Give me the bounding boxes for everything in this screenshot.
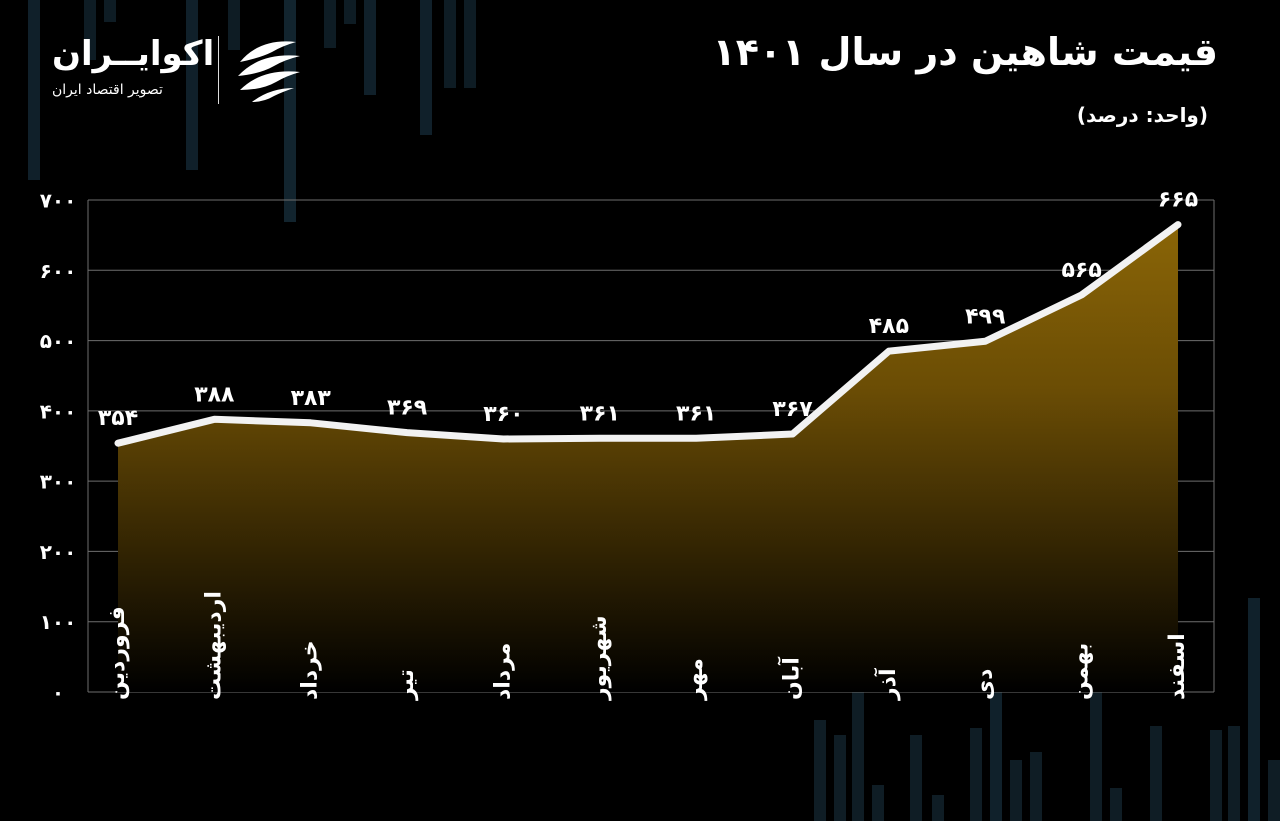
y-tick-label: ۴۰۰ [40, 399, 77, 423]
y-tick-label: ۰ [52, 681, 64, 705]
y-tick-label: ۵۰۰ [40, 329, 77, 353]
logo-divider [218, 36, 219, 104]
background-bar [1268, 760, 1280, 821]
chart-title: قیمت شاهین در سال ۱۴۰۱ [712, 30, 1218, 74]
x-tick-label: مهر [683, 658, 708, 701]
background-bar [872, 785, 884, 821]
background-bar [1090, 686, 1102, 821]
background-bar [932, 795, 944, 821]
y-tick-label: ۷۰۰ [40, 189, 77, 213]
data-label: ۳۶۰ [483, 402, 523, 427]
background-bar [1150, 726, 1162, 821]
background-bar [104, 0, 116, 22]
x-tick-label: اردیبهشت [201, 591, 226, 700]
background-bar [852, 686, 864, 821]
background-bar [910, 735, 922, 821]
background-bar [186, 0, 198, 170]
x-tick-label: فروردین [105, 606, 130, 700]
data-label: ۳۶۱ [580, 401, 620, 426]
background-bar [364, 0, 376, 95]
data-label: ۳۶۷ [772, 397, 813, 422]
data-label: ۶۶۵ [1158, 188, 1198, 213]
brand-name: اکوایــران [52, 34, 215, 74]
background-bar [344, 0, 356, 24]
x-axis-ticks: فروردین اردیبهشت خرداد تیر مرداد شهریور مهر آبا… [105, 591, 1190, 701]
background-bar [228, 0, 240, 50]
brand-tagline: تصویر اقتصاد ایران [52, 82, 163, 98]
background-bar [1030, 752, 1042, 821]
data-label: ۳۶۱ [676, 401, 716, 426]
y-tick-label: ۳۰۰ [40, 470, 77, 494]
x-tick-label: آذر [873, 668, 901, 701]
ekoiran-wave-icon [238, 41, 300, 102]
background-bar [1210, 730, 1222, 821]
x-tick-label: آبان [777, 657, 805, 700]
x-tick-label: خرداد [298, 640, 323, 700]
data-label: ۴۸۵ [869, 314, 909, 339]
y-axis-ticks: ۰ ۱۰۰ ۲۰۰ ۳۰۰ ۴۰۰ ۵۰۰ ۶۰۰ ۷۰۰ [40, 189, 77, 705]
background-bar [420, 0, 432, 135]
data-label: ۵۶۵ [1061, 258, 1101, 283]
background-bar [834, 735, 846, 821]
background-bar [814, 720, 826, 821]
x-tick-label: دی [972, 669, 997, 700]
background-bar [970, 728, 982, 821]
background-bar [324, 0, 336, 48]
background-bar [1228, 726, 1240, 821]
background-bar [1248, 598, 1260, 821]
series-line [114, 221, 1182, 447]
x-tick-label: مرداد [490, 643, 515, 700]
background-bar [1110, 788, 1122, 821]
background-bar [444, 0, 456, 88]
y-tick-label: ۶۰۰ [40, 259, 77, 283]
y-tick-label: ۱۰۰ [40, 610, 77, 634]
brand-logo: اکوایــران تصویر اقتصاد ایران [50, 30, 310, 110]
data-label: ۴۹۹ [965, 304, 1005, 329]
background-bar [1010, 760, 1022, 821]
area-shape [118, 224, 1178, 692]
x-tick-label: بهمن [1069, 643, 1094, 700]
series-line-path [114, 221, 1182, 447]
data-label: ۳۵۴ [98, 406, 138, 431]
y-tick-label: ۲۰۰ [40, 540, 77, 564]
area-fill [118, 224, 1178, 692]
data-label: ۳۸۸ [194, 382, 235, 407]
x-tick-label: اسفند [1165, 633, 1190, 700]
x-tick-label: تیر [394, 669, 419, 701]
data-label: ۳۶۹ [387, 396, 427, 421]
data-labels: ۳۵۴ ۳۸۸ ۳۸۳ ۳۶۹ ۳۶۰ ۳۶۱ ۳۶۱ ۳۶۷ ۴۸۵ ۴۹۹ ۵۶۵ ۶۶۵ [98, 188, 1198, 432]
x-tick-label: شهریور [587, 615, 612, 701]
data-label: ۳۸۳ [291, 386, 332, 411]
background-bar [464, 0, 476, 88]
chart-unit: (واحد: درصد) [1076, 103, 1208, 127]
background-bar [84, 0, 96, 60]
background-bar [28, 0, 40, 180]
